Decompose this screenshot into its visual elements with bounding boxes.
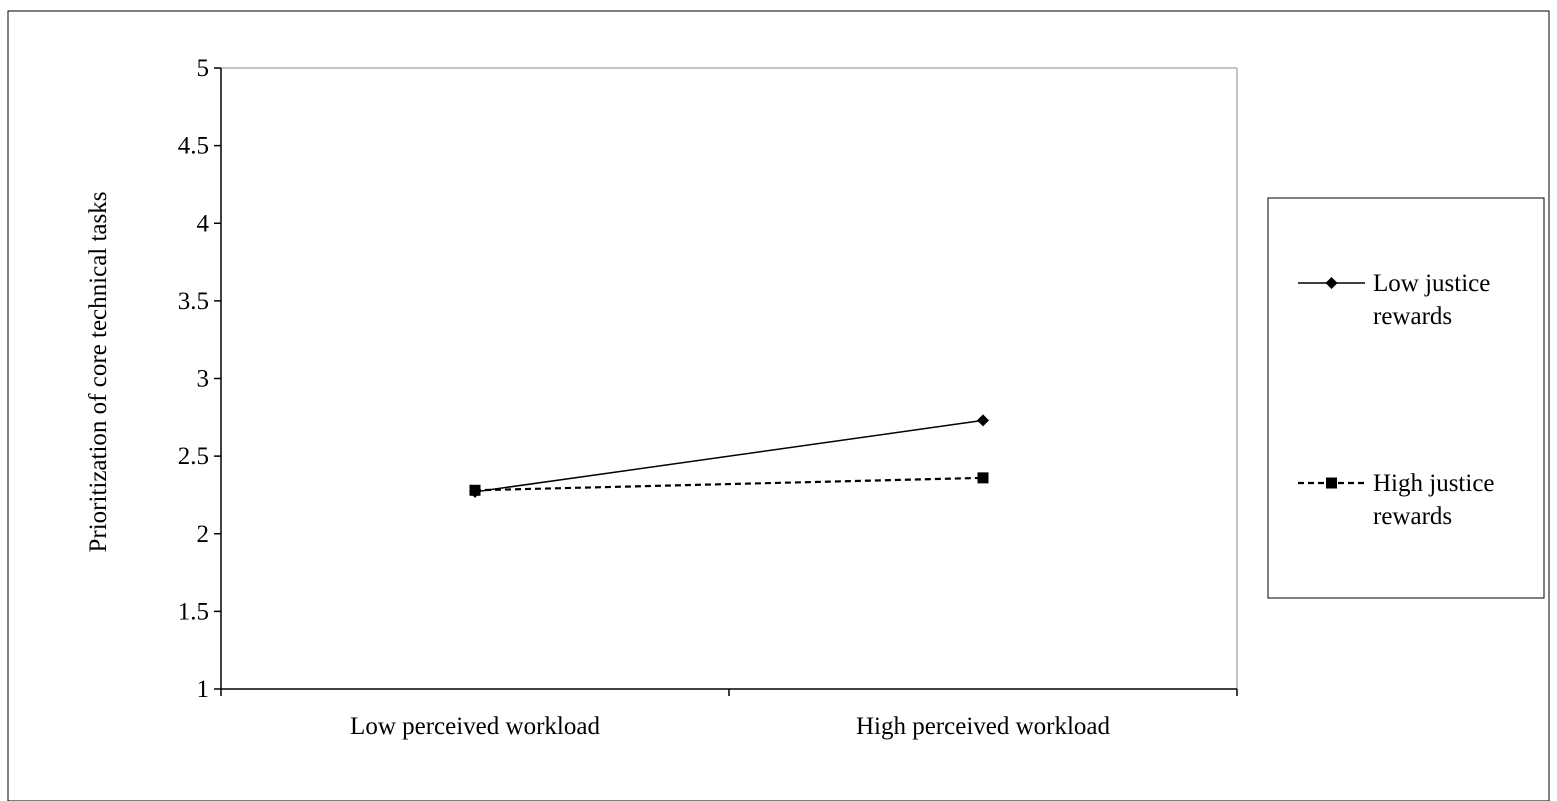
y-tick-label: 3 bbox=[197, 366, 210, 393]
y-tick-label: 5 bbox=[197, 55, 210, 82]
legend-box bbox=[1267, 197, 1545, 599]
x-tick-label: High perceived workload bbox=[856, 713, 1111, 740]
legend-label-1: rewards bbox=[1373, 503, 1452, 530]
y-tick-label: 1.5 bbox=[178, 598, 209, 625]
data-point-0-1 bbox=[977, 414, 989, 427]
x-tick-label: Low perceived workload bbox=[350, 713, 600, 740]
y-tick-label: 4 bbox=[197, 210, 210, 237]
series-line-1 bbox=[474, 476, 984, 492]
y-tick-label: 1 bbox=[197, 676, 210, 703]
legend: Low justice rewards High justice rewards bbox=[1298, 270, 1495, 530]
data-point-1-0 bbox=[469, 484, 481, 496]
y-tick-label: 3.5 bbox=[178, 288, 209, 315]
y-tick-label: 2.5 bbox=[178, 443, 209, 470]
legend-label-0: rewards bbox=[1373, 303, 1452, 330]
plot-area: 1 1.5 2 2.5 3 3.5 4 4.5 5 Low perceived workload H… bbox=[178, 55, 1238, 740]
y-tick-label: 2 bbox=[197, 521, 210, 548]
legend-marker-1 bbox=[1326, 477, 1337, 489]
data-point-1-1 bbox=[977, 472, 989, 484]
legend-marker-0 bbox=[1325, 277, 1338, 289]
series-line-0 bbox=[474, 419, 984, 493]
legend-label-1: High justice bbox=[1373, 470, 1495, 497]
legend-label-0: Low justice bbox=[1373, 270, 1490, 297]
y-tick-label: 4.5 bbox=[178, 133, 209, 160]
y-axis-title: Prioritization of core technical tasks bbox=[85, 192, 112, 553]
